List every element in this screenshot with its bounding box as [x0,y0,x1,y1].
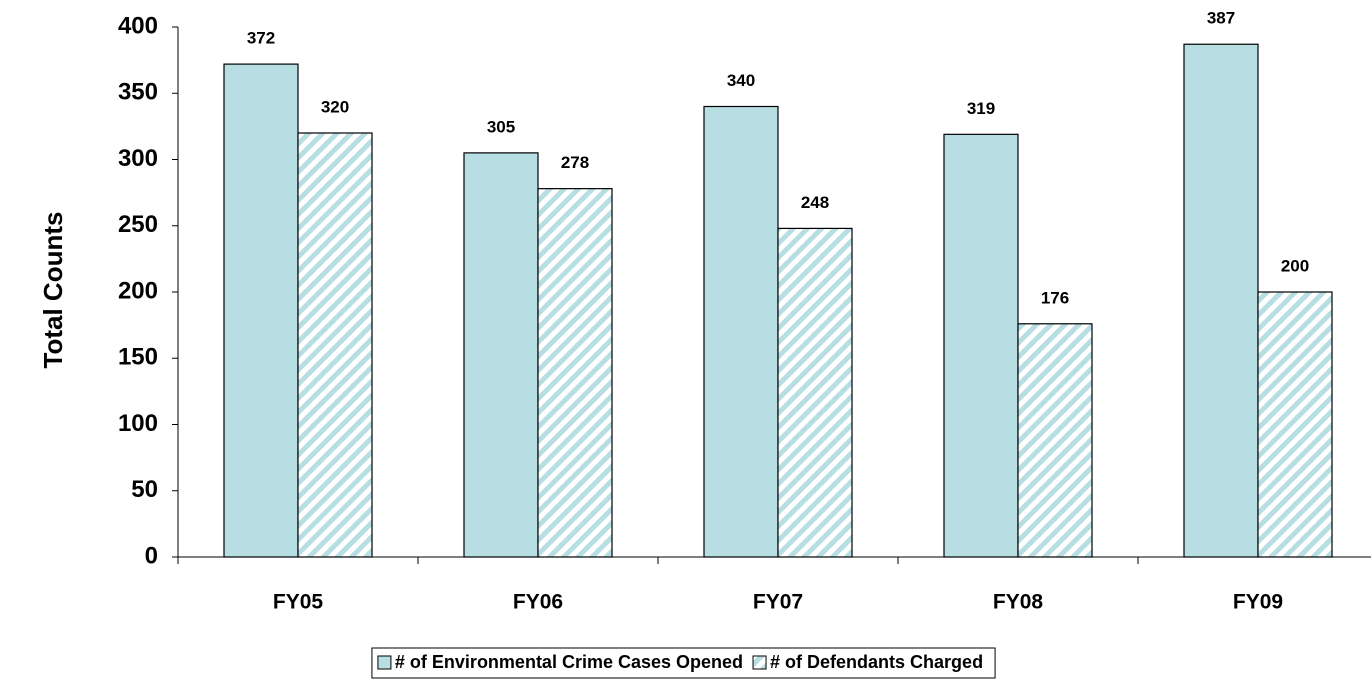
data-label: 176 [1041,288,1069,307]
data-label: 320 [321,97,349,116]
y-axis-label: Total Counts [38,212,68,369]
data-label: 319 [967,99,995,118]
data-label: 340 [727,71,755,90]
legend-box [371,647,996,679]
bar [943,133,1019,558]
legend-label: # of Defendants Charged [770,652,983,672]
y-tick-label: 200 [118,277,158,304]
data-label: 372 [247,29,275,48]
data-label: 305 [487,117,515,136]
data-label: 248 [801,193,829,212]
bar [537,188,613,558]
y-tick-label: 150 [118,344,158,371]
y-tick-label: 0 [145,542,158,569]
x-tick-label: FY06 [513,591,563,614]
data-label: 200 [1281,256,1309,275]
y-tick-label: 300 [118,145,158,172]
x-tick-label: FY07 [753,591,803,614]
legend-swatch [752,655,767,670]
x-tick-label: FY09 [1233,591,1283,614]
data-label: 278 [561,153,589,172]
legend-swatch [377,655,392,670]
bar [1257,291,1333,558]
data-label: 387 [1207,9,1235,28]
bar [297,132,373,558]
bar [223,63,299,558]
bar [1183,43,1259,558]
y-tick-label: 100 [118,410,158,437]
y-tick-label: 250 [118,211,158,238]
y-tick-label: 400 [118,12,158,39]
bar [1017,323,1093,558]
x-tick-label: FY05 [273,591,324,614]
y-tick-label: 350 [118,79,158,106]
bar [463,152,539,558]
y-tick-label: 50 [131,476,158,503]
legend-label: # of Environmental Crime Cases Opened [395,652,743,672]
x-tick-label: FY08 [993,591,1044,614]
bar [703,105,779,558]
bar [777,227,853,558]
